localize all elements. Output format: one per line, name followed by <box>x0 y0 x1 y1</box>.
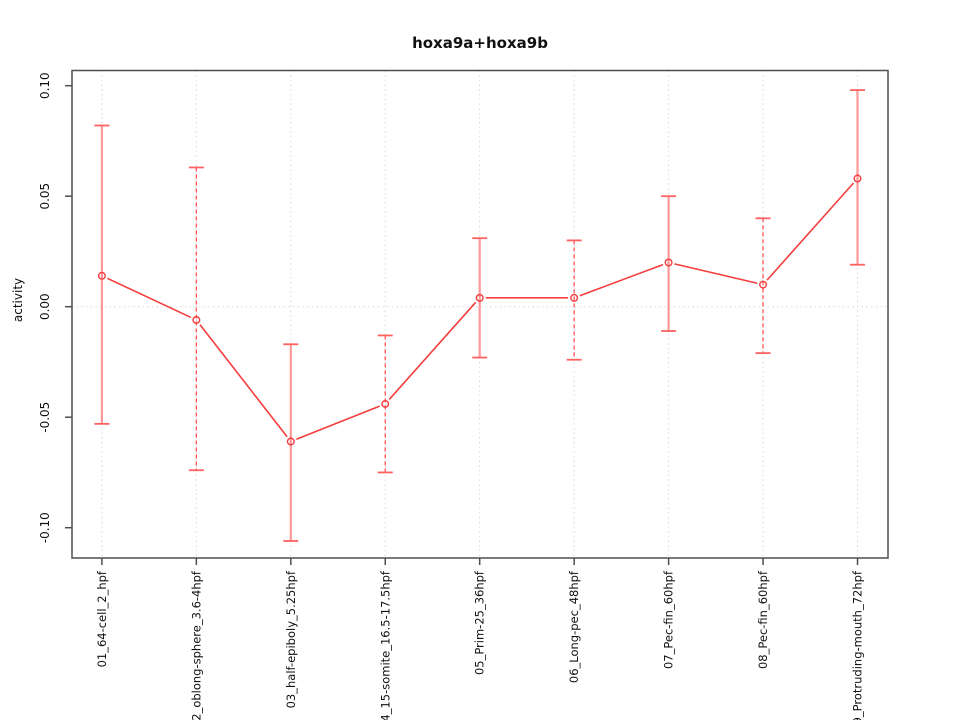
data-point-marker <box>475 293 484 302</box>
x-category-label: 04_15-somite_16.5-17.5hpf <box>378 570 392 720</box>
series-line-segment <box>579 263 664 297</box>
x-category-label: 03_half-epiboly_5.25hpf <box>284 570 298 708</box>
x-category-label: 01_64-cell_2_hpf <box>95 570 109 667</box>
y-tick-label: 0.10 <box>38 72 52 99</box>
data-point-marker <box>570 293 579 302</box>
markers-layer <box>97 174 862 446</box>
series-line-layer <box>106 182 855 441</box>
y-axis-title: activity <box>11 278 25 322</box>
x-category-label: 07_Pec-fin_60hpf <box>662 570 676 669</box>
series-line-segment <box>106 277 192 319</box>
y-tick-label: -0.10 <box>38 512 52 543</box>
data-point-marker <box>97 271 106 280</box>
x-axis-labels-layer: 01_64-cell_2_hpf 02_oblong-sphere_3.6-4hp… <box>95 570 865 720</box>
y-axis-labels-layer: 0.10 0.05 0.00 -0.05 -0.10 <box>38 72 52 543</box>
data-point-marker <box>664 258 673 267</box>
series-line-segment <box>674 263 758 285</box>
data-point-marker <box>759 280 768 289</box>
x-category-label: 09_Protruding-mouth_72hpf <box>851 570 865 720</box>
series-line-segment <box>199 324 288 438</box>
data-point-marker <box>381 399 390 408</box>
data-point-marker <box>286 437 295 446</box>
y-tick-label: -0.05 <box>38 402 52 433</box>
x-category-label: 05_Prim-25_36hpf <box>473 570 487 675</box>
data-point-marker <box>192 315 201 324</box>
x-category-label: 02_oblong-sphere_3.6-4hpf <box>189 570 203 720</box>
series-line-segment <box>296 405 380 441</box>
error-bars-layer <box>94 89 865 542</box>
axes-layer <box>65 69 889 565</box>
x-category-label: 08_Pec-fin_60hpf <box>756 570 770 669</box>
series-line-segment <box>388 301 477 400</box>
y-tick-label: 0.05 <box>38 183 52 210</box>
y-tick-label: 0.00 <box>38 293 52 320</box>
chart-title: hoxa9a+hoxa9b <box>412 34 548 52</box>
data-point-marker <box>853 174 862 183</box>
x-category-label: 06_Long-pec_48hpf <box>567 570 581 683</box>
series-line-segment <box>766 182 855 281</box>
